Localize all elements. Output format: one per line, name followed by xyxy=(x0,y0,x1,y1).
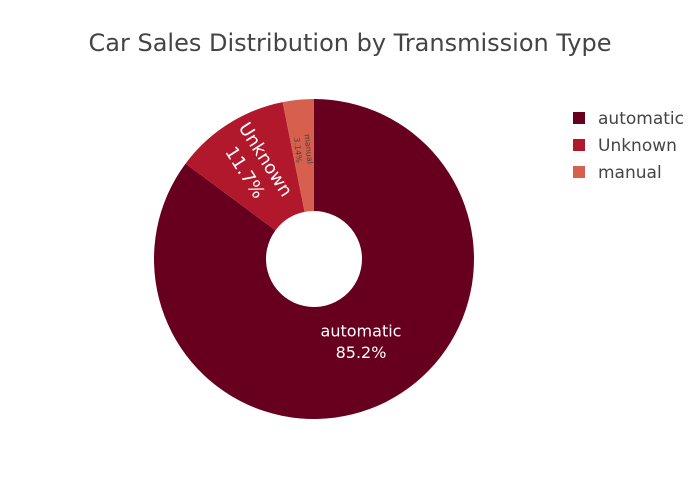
slice-label-manual: manual xyxy=(302,134,314,165)
legend-label-unknown[interactable]: Unknown xyxy=(598,136,677,156)
slice-label-automatic: automatic xyxy=(321,321,402,340)
legend: automatic Unknown manual xyxy=(573,109,684,183)
legend-label-manual[interactable]: manual xyxy=(598,163,662,183)
legend-swatch-automatic[interactable] xyxy=(573,112,585,124)
chart-title: Car Sales Distribution by Transmission T… xyxy=(89,29,612,57)
pie-slice-manual[interactable] xyxy=(282,99,314,212)
legend-swatch-manual[interactable] xyxy=(573,166,585,178)
pie-slice-unknown[interactable] xyxy=(185,102,305,231)
legend-label-automatic[interactable]: automatic xyxy=(598,109,684,129)
pie-slice-automatic[interactable] xyxy=(154,99,475,419)
legend-swatch-unknown[interactable] xyxy=(573,139,585,151)
pie-slices xyxy=(154,99,475,419)
slice-percent-manual: 3.14% xyxy=(292,137,303,164)
slice-label-group-automatic: automatic 85.2% xyxy=(321,321,402,362)
slice-percent-automatic: 85.2% xyxy=(336,343,387,362)
